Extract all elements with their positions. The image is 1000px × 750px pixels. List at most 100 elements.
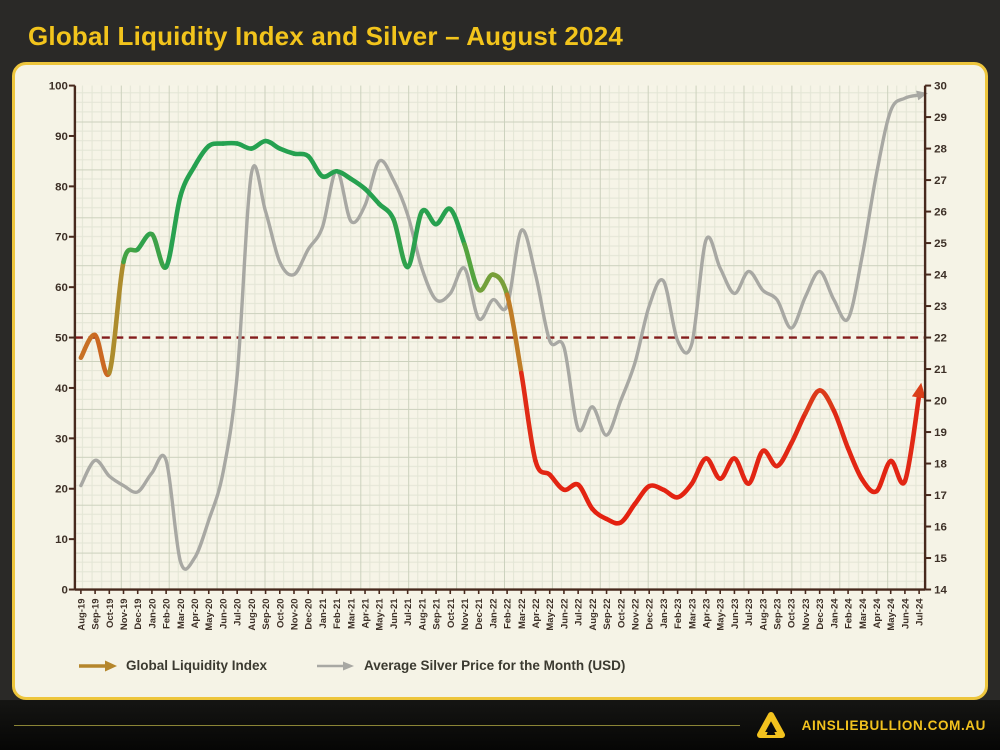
svg-text:Jun-20: Jun-20 [218,599,229,630]
svg-text:Feb-24: Feb-24 [844,598,855,629]
svg-text:17: 17 [934,490,947,502]
svg-text:80: 80 [55,181,68,193]
svg-text:26: 26 [934,207,947,219]
svg-text:50: 50 [55,333,68,345]
legend: Global Liquidity Index Average Silver Pr… [77,658,975,673]
svg-text:Jan-20: Jan-20 [147,599,158,629]
svg-text:Jan-22: Jan-22 [488,599,499,629]
svg-text:Nov-20: Nov-20 [289,599,300,631]
chart-area: 0 10 20 30 40 50 60 70 80 90 100 14 15 16 17 18 19 20 21 22… [25,73,975,656]
legend-item-gli: Global Liquidity Index [77,658,267,673]
svg-text:28: 28 [934,144,947,156]
svg-text:Aug-23: Aug-23 [758,599,769,631]
svg-text:Apr-20: Apr-20 [190,599,201,629]
footer-divider-line [14,724,740,726]
page-title: Global Liquidity Index and Silver – Augu… [28,20,624,51]
svg-text:Jul-22: Jul-22 [574,599,585,626]
svg-text:Sep-21: Sep-21 [432,599,443,630]
svg-text:Jan-23: Jan-23 [659,599,670,629]
svg-text:Dec-19: Dec-19 [133,599,144,630]
svg-text:May-22: May-22 [545,599,556,631]
svg-text:70: 70 [55,232,68,244]
svg-text:Aug-19: Aug-19 [76,599,87,631]
gli-arrow-icon [79,660,117,671]
svg-text:Aug-20: Aug-20 [247,599,258,631]
svg-text:Jun-23: Jun-23 [730,599,741,630]
svg-text:Dec-22: Dec-22 [645,599,656,630]
svg-text:Feb-23: Feb-23 [673,599,684,630]
svg-text:Apr-22: Apr-22 [531,599,542,629]
axis-labels: 0 10 20 30 40 50 60 70 80 90 100 14 15 16 17 18 19 20 21 22… [49,81,948,631]
legend-label-silver: Average Silver Price for the Month (USD) [364,658,626,673]
svg-text:10: 10 [55,534,68,546]
svg-text:Nov-23: Nov-23 [801,599,812,631]
svg-text:20: 20 [934,396,947,408]
svg-text:May-21: May-21 [375,599,386,631]
legend-item-silver: Average Silver Price for the Month (USD) [315,658,625,673]
svg-text:Dec-23: Dec-23 [815,599,826,630]
svg-text:0: 0 [62,585,68,597]
svg-text:Sep-23: Sep-23 [773,599,784,630]
footer-site-text: AINSLIEBULLION.COM.AU [801,717,986,733]
axes [68,84,932,595]
svg-text:May-24: May-24 [886,598,897,631]
svg-text:24: 24 [934,270,947,282]
svg-text:Apr-23: Apr-23 [701,599,712,629]
svg-text:30: 30 [934,81,947,93]
svg-text:Dec-21: Dec-21 [474,599,485,630]
svg-text:16: 16 [934,522,947,534]
svg-text:Apr-24: Apr-24 [872,598,883,629]
svg-text:Sep-22: Sep-22 [602,599,613,630]
svg-text:27: 27 [934,175,947,187]
svg-text:Jul-24: Jul-24 [915,598,926,626]
svg-text:Mar-24: Mar-24 [858,598,869,629]
svg-text:18: 18 [934,459,947,471]
svg-text:Nov-21: Nov-21 [460,599,471,631]
svg-text:Jun-22: Jun-22 [559,599,570,630]
svg-text:Jun-21: Jun-21 [389,599,400,630]
svg-text:Feb-21: Feb-21 [332,599,343,630]
series-lines [78,90,928,571]
svg-text:Oct-21: Oct-21 [446,599,457,628]
svg-text:Aug-22: Aug-22 [588,599,599,631]
svg-text:100: 100 [49,81,68,93]
svg-text:Nov-22: Nov-22 [630,599,641,631]
chart-canvas: 0 10 20 30 40 50 60 70 80 90 100 14 15 16 17 18 19 20 21 22… [49,81,948,631]
svg-text:Mar-23: Mar-23 [687,599,698,630]
svg-text:90: 90 [55,131,68,143]
svg-text:Mar-20: Mar-20 [176,599,187,630]
svg-text:Jun-24: Jun-24 [900,598,911,629]
svg-text:20: 20 [55,484,68,496]
legend-label-gli: Global Liquidity Index [126,658,268,673]
svg-text:23: 23 [934,301,947,313]
svg-text:Dec-20: Dec-20 [304,599,315,630]
svg-text:Oct-19: Oct-19 [105,599,116,628]
svg-text:19: 19 [934,427,947,439]
svg-text:22: 22 [934,333,947,345]
svg-text:21: 21 [934,364,947,376]
svg-text:Jul-23: Jul-23 [744,599,755,626]
footer-bar: AINSLIEBULLION.COM.AU [0,700,1000,750]
svg-text:Mar-21: Mar-21 [346,599,357,630]
svg-text:60: 60 [55,282,68,294]
svg-text:Oct-20: Oct-20 [275,599,286,628]
svg-text:40: 40 [55,383,68,395]
svg-text:Oct-22: Oct-22 [616,599,627,628]
svg-text:Mar-22: Mar-22 [517,599,528,630]
svg-text:Apr-21: Apr-21 [361,599,372,629]
ainslie-logo-icon [756,712,785,738]
svg-text:May-20: May-20 [204,599,215,631]
svg-text:Aug-21: Aug-21 [417,599,428,631]
svg-text:Jan-24: Jan-24 [829,598,840,629]
svg-text:Jan-21: Jan-21 [318,599,329,629]
svg-text:Feb-22: Feb-22 [503,599,514,630]
svg-text:25: 25 [934,238,947,250]
svg-text:Nov-19: Nov-19 [119,599,130,631]
svg-text:Sep-20: Sep-20 [261,599,272,630]
svg-text:Jul-20: Jul-20 [233,599,244,626]
svg-text:Oct-23: Oct-23 [787,599,798,628]
svg-text:15: 15 [934,553,947,565]
svg-text:30: 30 [55,433,68,445]
title-bar: Global Liquidity Index and Silver – Augu… [0,0,1000,62]
